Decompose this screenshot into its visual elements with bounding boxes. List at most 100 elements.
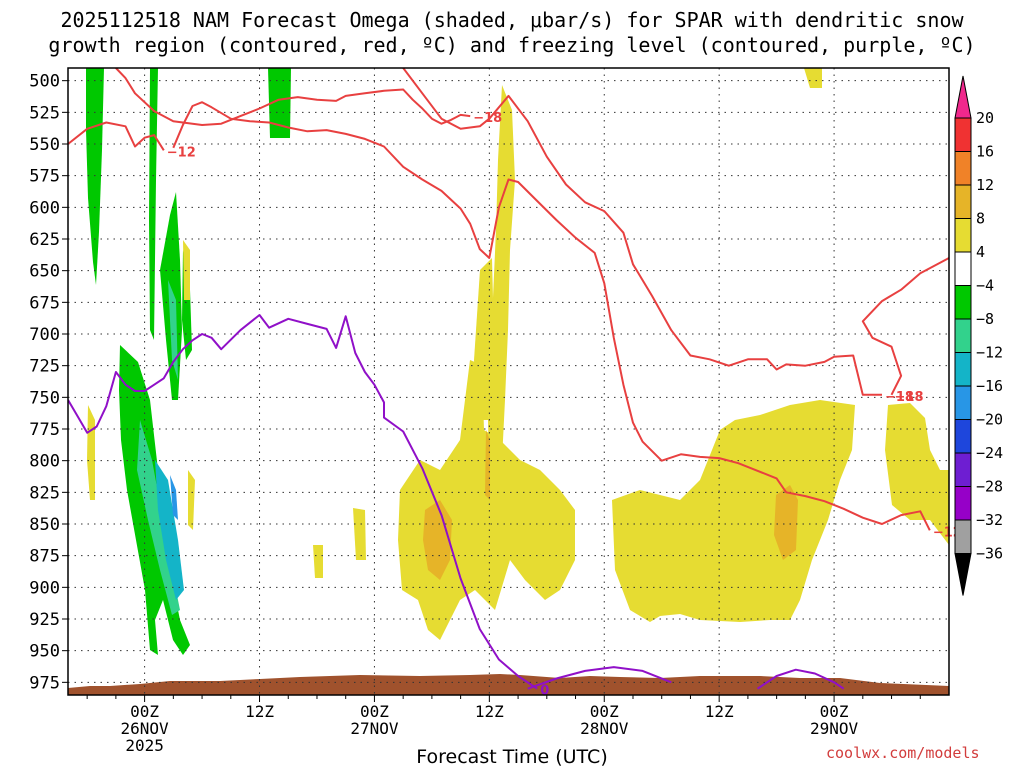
plot-grid (68, 68, 949, 695)
omega-shade-green (86, 68, 104, 285)
colorbar-label: −16 (976, 377, 1003, 395)
y-tick-label: 525 (29, 103, 60, 123)
contour-line (402, 68, 882, 396)
colorbar-swatch (954, 519, 972, 554)
colorbar-label: 8 (976, 210, 985, 228)
colorbar-arrow-bottom (954, 553, 972, 596)
y-tick-label: 725 (29, 357, 60, 377)
colorbar-label: −36 (976, 545, 1003, 563)
colorbar-swatch (954, 251, 972, 286)
omega-shade-cyan (155, 460, 184, 600)
y-axis: 500 525 550 575 600 625 650 675 700 725 750 775 800 8… (29, 72, 68, 693)
colorbar-swatch (954, 452, 972, 487)
colorbar-label: −24 (976, 444, 1003, 462)
x-tick-label: 29NOV (810, 719, 859, 738)
omega-shading (86, 68, 949, 655)
y-tick-label: 625 (29, 230, 60, 250)
colorbar-label: −4 (976, 277, 994, 295)
y-tick-label: 650 (29, 262, 60, 282)
chart-title-line1: 2025112518 NAM Forecast Omega (shaded, μ… (60, 8, 964, 32)
contour-lines (68, 68, 949, 690)
omega-shade-blue (170, 475, 178, 520)
colorbar-swatch (954, 184, 972, 219)
colorbar-swatch (954, 117, 972, 152)
y-tick-label: 875 (29, 547, 60, 567)
omega-shade-yellow (353, 508, 366, 560)
colorbar-label: 4 (976, 243, 985, 261)
omega-shade-orange (774, 485, 798, 560)
colorbar-label: 12 (976, 176, 994, 194)
x-tick-label: 2025 (125, 736, 164, 755)
colorbar-swatch (954, 486, 972, 521)
site-watermark: coolwx.com/models (826, 744, 980, 762)
colorbar-label: −12 (976, 344, 1003, 362)
contour-line (115, 68, 471, 126)
x-tick-label: 12Z (475, 702, 504, 721)
colorbar-swatch (954, 151, 972, 186)
omega-shade-green (268, 68, 291, 138)
omega-shade-yellow (488, 85, 515, 500)
colorbar-swatch (954, 218, 972, 253)
y-tick-label: 925 (29, 610, 60, 630)
y-tick-label: 800 (29, 452, 60, 472)
x-tick-label: 12Z (245, 702, 274, 721)
y-tick-label: 900 (29, 578, 60, 598)
omega-shade-teal (168, 280, 178, 380)
colorbar-label: −32 (976, 511, 1003, 529)
omega-shade-yellow (313, 545, 323, 578)
omega-shade-orange (485, 430, 490, 500)
omega-shade-yellow (612, 400, 855, 622)
contour-line (68, 314, 538, 690)
y-tick-label: 950 (29, 642, 60, 662)
y-tick-label: 850 (29, 515, 60, 535)
colorbar-swatch (954, 285, 972, 320)
omega-shade-yellow (885, 403, 949, 545)
y-tick-label: 500 (29, 72, 60, 92)
contour-line (756, 668, 845, 690)
y-tick-label: 575 (29, 167, 60, 187)
y-tick-label: 750 (29, 388, 60, 408)
x-tick-label: 00Z (590, 702, 619, 721)
x-tick-label: 26NOV (121, 719, 170, 738)
y-tick-label: 550 (29, 135, 60, 155)
colorbar-label: −8 (976, 310, 994, 328)
contour-label: −18 (895, 390, 924, 405)
contour-line (861, 257, 949, 396)
chart-title-line2: growth region (contoured, red, ºC) and f… (48, 33, 976, 57)
colorbar: 20 16 12 8 4 −4 −8 −12 −16 −20 −24 −28 −32 −36 (954, 75, 1003, 596)
contour-line (527, 666, 672, 690)
x-tick-label: 28NOV (580, 719, 629, 738)
omega-shade-orange (423, 500, 452, 580)
colorbar-swatch (954, 385, 972, 420)
colorbar-label: −28 (976, 478, 1003, 496)
omega-shade-yellow (183, 240, 190, 300)
contour-label: −18 (473, 111, 502, 126)
x-tick-label: 00Z (360, 702, 389, 721)
colorbar-arrow-top (954, 75, 972, 119)
colorbar-label: 20 (976, 109, 994, 127)
contour-line (68, 121, 165, 151)
omega-shade-yellow (188, 470, 195, 530)
colorbar-label: −20 (976, 411, 1003, 429)
x-tick-label: 00Z (130, 702, 159, 721)
omega-shade-yellow (804, 68, 822, 88)
contour-label: −18 (885, 390, 914, 405)
terrain-ground (68, 674, 949, 695)
plot-frame (67, 67, 950, 696)
contour-labels: −12−12−18−18−180 (167, 111, 962, 699)
contour-label: 0 (540, 684, 549, 699)
y-tick-label: 600 (29, 198, 60, 218)
colorbar-label: 16 (976, 143, 994, 161)
colorbar-swatch (954, 318, 972, 353)
y-tick-label: 700 (29, 325, 60, 345)
contour-label: −12 (167, 145, 196, 160)
y-tick-label: 775 (29, 420, 60, 440)
colorbar-swatch (954, 419, 972, 454)
y-tick-label: 675 (29, 293, 60, 313)
x-tick-label: 27NOV (350, 719, 399, 738)
x-tick-label: 00Z (820, 702, 849, 721)
omega-shade-yellow (87, 405, 95, 500)
y-tick-label: 825 (29, 483, 60, 503)
